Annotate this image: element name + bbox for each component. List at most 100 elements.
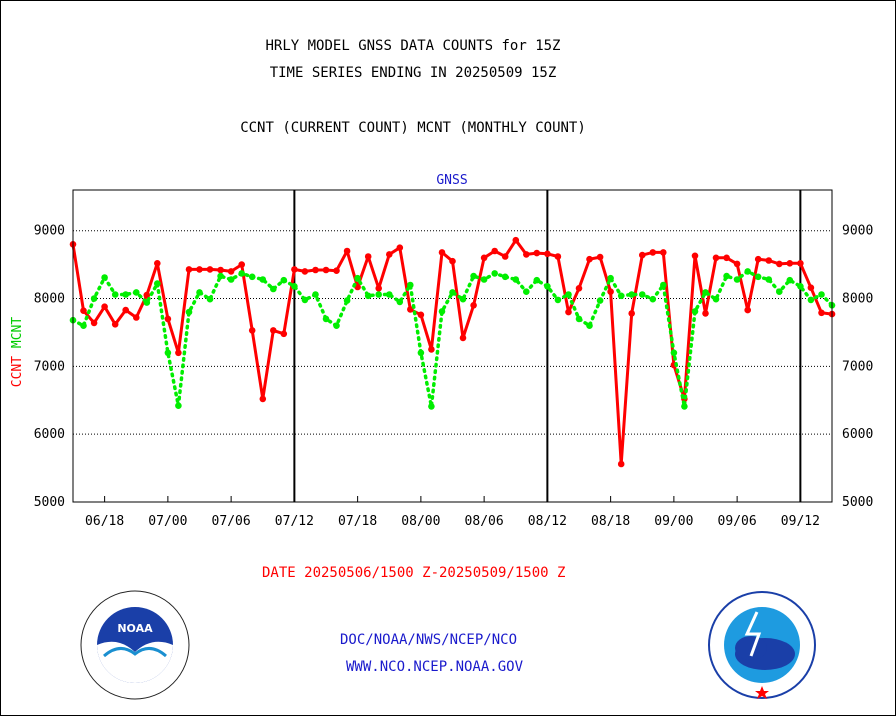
point-ccnt-38	[470, 302, 477, 309]
point-mcnt-70	[807, 296, 815, 304]
point-mcnt-25	[333, 322, 340, 330]
point-mcnt-52	[617, 292, 625, 300]
point-ccnt-7	[143, 291, 151, 299]
point-mcnt-58	[681, 403, 688, 410]
point-mcnt-6	[133, 289, 140, 296]
chart-title-line2: TIME SERIES ENDING IN 20250509 15Z	[269, 65, 557, 81]
point-mcnt-19	[270, 285, 277, 293]
noaa-logo-text: NOAA	[117, 622, 153, 635]
point-ccnt-41	[501, 253, 509, 260]
point-ccnt-67	[776, 260, 783, 268]
point-ccnt-21	[291, 266, 298, 273]
y-tick-label-right-8000: 8000	[842, 292, 873, 307]
point-mcnt-8	[154, 280, 161, 287]
point-mcnt-55	[649, 295, 657, 303]
point-mcnt-50	[596, 297, 604, 304]
point-mcnt-37	[459, 295, 467, 303]
chart-title-line1: HRLY MODEL GNSS DATA COUNTS for 15Z	[265, 38, 561, 54]
point-mcnt-23	[312, 291, 319, 298]
point-mcnt-1	[80, 322, 87, 330]
point-ccnt-18	[259, 395, 267, 403]
point-mcnt-59	[691, 308, 699, 315]
y-tick-label-right-9000: 9000	[842, 224, 873, 239]
point-ccnt-17	[248, 327, 256, 334]
point-ccnt-42	[512, 236, 520, 244]
point-ccnt-29	[375, 285, 383, 292]
x-tick-label-10: 09/06	[718, 514, 757, 529]
point-ccnt-53	[628, 310, 635, 317]
point-mcnt-28	[364, 292, 372, 300]
y-tick-label-left-7000: 7000	[34, 359, 65, 374]
point-ccnt-52	[617, 460, 625, 468]
x-tick-label-7: 08/12	[528, 514, 567, 529]
point-ccnt-26	[343, 247, 351, 255]
y-axis-label-mcnt: MCNT	[10, 317, 25, 348]
point-mcnt-63	[733, 276, 741, 283]
point-mcnt-65	[754, 273, 762, 281]
date-range-label: DATE 20250506/1500 Z-20250509/1500 Z	[262, 565, 566, 581]
point-ccnt-20	[280, 330, 288, 338]
point-mcnt-54	[639, 291, 646, 298]
website-label: WWW.NCO.NCEP.NOAA.GOV	[346, 659, 524, 675]
point-mcnt-40	[491, 270, 499, 277]
point-mcnt-27	[354, 274, 361, 282]
svg-text:CCNT MCNT: CCNT MCNT	[10, 317, 25, 388]
point-ccnt-69	[797, 260, 804, 267]
point-ccnt-59	[691, 252, 699, 260]
point-ccnt-68	[786, 260, 794, 267]
point-ccnt-2	[90, 319, 98, 327]
point-mcnt-41	[501, 273, 509, 281]
point-mcnt-15	[227, 276, 235, 283]
point-mcnt-22	[301, 296, 309, 304]
chart-subtitle: CCNT (CURRENT COUNT) MCNT (MONTHLY COUNT…	[240, 120, 586, 136]
point-ccnt-13	[206, 266, 214, 273]
point-ccnt-63	[733, 260, 741, 268]
point-ccnt-60	[702, 310, 709, 317]
point-mcnt-13	[206, 295, 214, 303]
x-tick-label-6: 08/06	[465, 514, 504, 529]
series-line-ccnt	[71, 238, 833, 466]
y-axis-title-left: CCNT MCNT	[10, 317, 25, 388]
point-mcnt-69	[797, 283, 804, 290]
x-tick-label-2: 07/06	[212, 514, 251, 529]
point-ccnt-31	[396, 244, 404, 251]
point-mcnt-42	[512, 276, 520, 283]
x-tick-label-8: 08/18	[591, 514, 630, 529]
point-ccnt-3	[101, 303, 108, 311]
x-tick-label-11: 09/12	[781, 514, 820, 529]
point-mcnt-51	[607, 274, 614, 282]
point-mcnt-2	[90, 295, 98, 302]
point-mcnt-38	[470, 272, 477, 280]
point-ccnt-6	[133, 314, 140, 321]
point-mcnt-18	[259, 276, 267, 283]
point-ccnt-66	[765, 257, 773, 264]
point-mcnt-29	[375, 291, 383, 298]
point-mcnt-12	[196, 289, 203, 296]
point-ccnt-36	[449, 257, 456, 265]
y-tick-label-left-9000: 9000	[34, 224, 65, 239]
point-ccnt-22	[301, 268, 309, 275]
point-ccnt-35	[438, 249, 446, 256]
point-ccnt-37	[459, 334, 467, 342]
point-ccnt-28	[364, 253, 372, 260]
point-mcnt-66	[765, 276, 773, 283]
point-mcnt-16	[238, 270, 245, 277]
point-mcnt-7	[143, 299, 151, 306]
point-mcnt-64	[744, 268, 751, 275]
point-ccnt-11	[185, 266, 193, 273]
point-ccnt-65	[754, 255, 762, 263]
series-layer	[69, 236, 836, 468]
point-ccnt-61	[712, 254, 720, 262]
point-ccnt-55	[649, 249, 657, 256]
point-ccnt-48	[575, 285, 583, 292]
point-mcnt-36	[449, 289, 456, 296]
point-mcnt-20	[280, 276, 288, 284]
point-ccnt-19	[270, 327, 277, 334]
point-ccnt-12	[196, 266, 203, 273]
point-mcnt-46	[554, 296, 562, 304]
point-ccnt-45	[544, 250, 551, 258]
point-ccnt-16	[238, 261, 245, 268]
point-mcnt-34	[428, 403, 435, 410]
point-mcnt-53	[628, 291, 635, 298]
